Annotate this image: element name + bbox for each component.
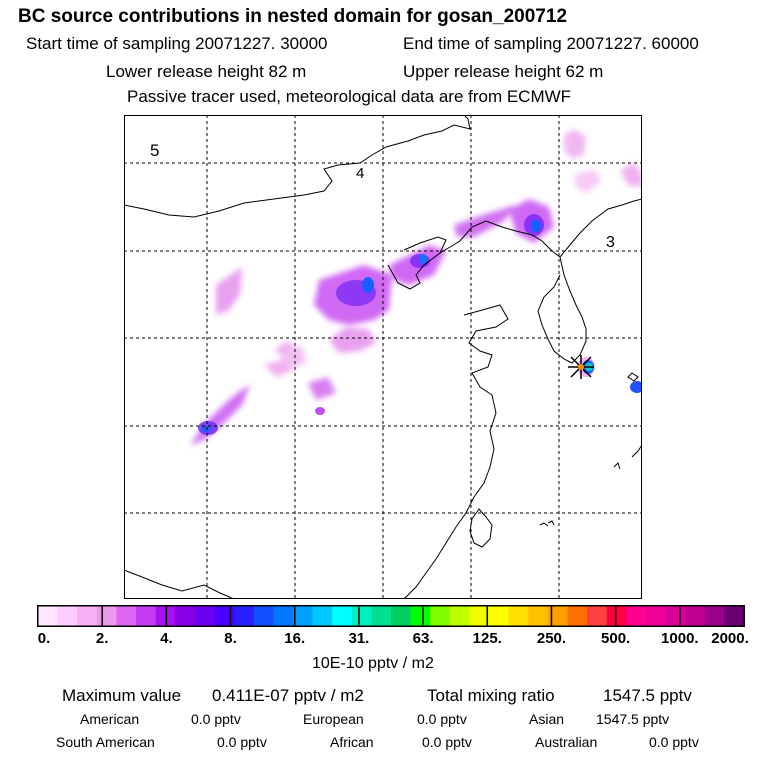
region-label-3: 3 — [606, 234, 615, 251]
lat-lon-grid — [124, 115, 642, 599]
colorbar-cell — [626, 606, 647, 626]
colorbar-cell — [116, 606, 137, 626]
colorbar-cell — [351, 606, 372, 626]
colorbar-cell — [587, 606, 608, 626]
colorbar-cell — [469, 606, 490, 626]
colorbar-cell — [645, 606, 667, 626]
colorbar-cell — [724, 606, 745, 626]
colorbar-units: 10E-10 pptv / m2 — [312, 655, 434, 672]
colorbar-cell — [253, 606, 274, 626]
colorbar-cell — [292, 606, 314, 626]
source-name: Asian — [529, 711, 565, 727]
colorbar-cell — [77, 606, 98, 626]
source-value: 0.0 pptv — [191, 711, 241, 727]
colorbar-cell — [410, 606, 431, 626]
colorbar-cell — [391, 606, 412, 626]
total-mixing-ratio-label: Total mixing ratio — [427, 686, 555, 705]
colorbar-cell — [528, 606, 549, 626]
colorbar-cell — [234, 606, 255, 626]
colorbar-cell — [547, 606, 569, 626]
sampling-end: End time of sampling 20071227. 60000 — [403, 34, 699, 53]
colorbar-cell — [57, 606, 78, 626]
max-value: 0.411E-07 pptv / m2 — [212, 686, 364, 705]
total-mixing-ratio-value: 1547.5 pptv — [603, 686, 692, 705]
colorbar-cell — [214, 606, 235, 626]
source-value: 1547.5 pptv — [596, 711, 670, 727]
source-value: 0.0 pptv — [422, 734, 472, 750]
source-name: Australian — [535, 734, 598, 750]
colorbar-tick-label: 500. — [601, 630, 631, 647]
colorbar-tick-label: 63. — [412, 630, 434, 647]
colorbar-cell — [332, 606, 353, 626]
source-value: 0.0 pptv — [217, 734, 267, 750]
colorbar-cell — [508, 606, 529, 626]
colorbar-cell — [449, 606, 471, 626]
colorbar-cell — [175, 606, 196, 626]
tracer-note: Passive tracer used, meteorological data… — [127, 87, 572, 106]
source-name: European — [303, 711, 364, 727]
colorbar-tick-label: 2. — [95, 630, 109, 647]
source-name: African — [330, 734, 374, 750]
colorbar-cell — [96, 606, 118, 626]
colorbar-cell — [312, 606, 333, 626]
colorbar-cell — [430, 606, 451, 626]
source-value: 0.0 pptv — [649, 734, 699, 750]
colorbar-tick-label: 1000. — [661, 630, 699, 647]
map-panel: 5 4 3 — [124, 115, 642, 599]
source-value: 0.0 pptv — [417, 711, 467, 727]
colorbar — [37, 605, 745, 627]
sampling-start: Start time of sampling 20071227. 30000 — [26, 34, 328, 53]
colorbar-cell — [136, 606, 157, 626]
colorbar-tick-label: 125. — [472, 630, 502, 647]
region-label-4: 4 — [356, 165, 364, 182]
colorbar-tick-label: 2000. — [711, 630, 749, 647]
colorbar-cell — [606, 606, 627, 626]
colorbar-tick-label: 0. — [37, 630, 51, 647]
colorbar-cell — [489, 606, 510, 626]
colorbar-tick-label: 31. — [348, 630, 370, 647]
colorbar-tick-label: 16. — [284, 630, 306, 647]
max-value-label: Maximum value — [62, 686, 182, 705]
colorbar-cell — [567, 606, 588, 626]
receptor-star-marker — [568, 355, 594, 379]
colorbar-cell — [38, 606, 59, 626]
colorbar-tick-label: 8. — [224, 630, 237, 647]
colorbar-tick-label: 4. — [160, 630, 173, 647]
source-name: South American — [56, 734, 155, 750]
colorbar-cell — [665, 606, 686, 626]
region-label-5: 5 — [150, 141, 159, 160]
page-title: BC source contributions in nested domain… — [18, 6, 568, 27]
colorbar-cell — [704, 606, 725, 626]
colorbar-cell — [273, 606, 294, 626]
source-name: American — [80, 711, 140, 727]
colorbar-tick-label: 250. — [536, 630, 567, 647]
upper-release-height: Upper release height 62 m — [403, 62, 604, 81]
colorbar-cell — [194, 606, 216, 626]
lower-release-height: Lower release height 82 m — [106, 62, 307, 81]
colorbar-cell — [685, 606, 706, 626]
colorbar-cell — [371, 606, 392, 626]
